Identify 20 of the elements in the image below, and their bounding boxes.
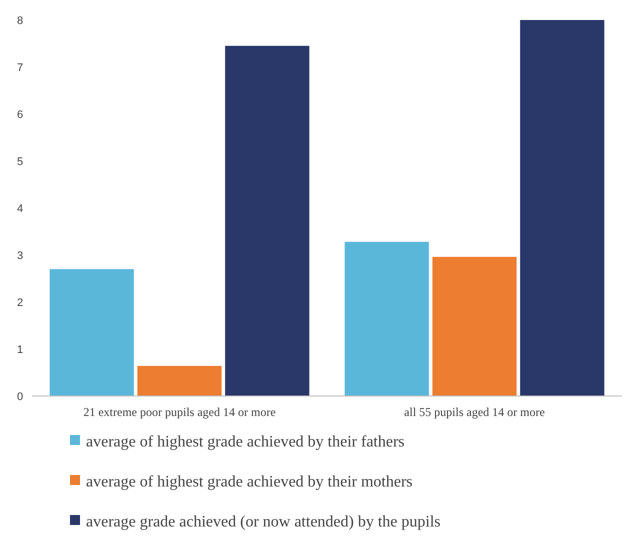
legend-label: average of highest grade achieved by their fathers — [86, 434, 405, 451]
legend-label: average grade achieved (or now attended) by the pupils — [86, 514, 441, 531]
y-tick-label: 5 — [16, 156, 24, 168]
y-tick-label: 8 — [16, 14, 24, 27]
bar — [137, 366, 222, 396]
y-tick-label: 6 — [16, 108, 24, 121]
legend-label: average of highest grade achieved by their mothers — [86, 474, 413, 491]
y-tick-label: 1 — [16, 344, 24, 356]
y-tick-label: 2 — [16, 296, 24, 309]
x-tick-label: all 55 pupils aged 14 or more — [404, 405, 545, 419]
bar — [225, 46, 310, 396]
y-tick-label: 3 — [16, 250, 24, 262]
bar — [520, 20, 604, 396]
y-tick-label: 0 — [16, 390, 24, 403]
y-tick-label: 7 — [16, 62, 24, 74]
bar — [50, 269, 134, 396]
bar — [344, 242, 429, 396]
y-tick-label: 4 — [16, 202, 24, 215]
bar — [432, 256, 517, 396]
x-tick-label: 21 extreme poor pupils aged 14 or more — [83, 405, 276, 419]
